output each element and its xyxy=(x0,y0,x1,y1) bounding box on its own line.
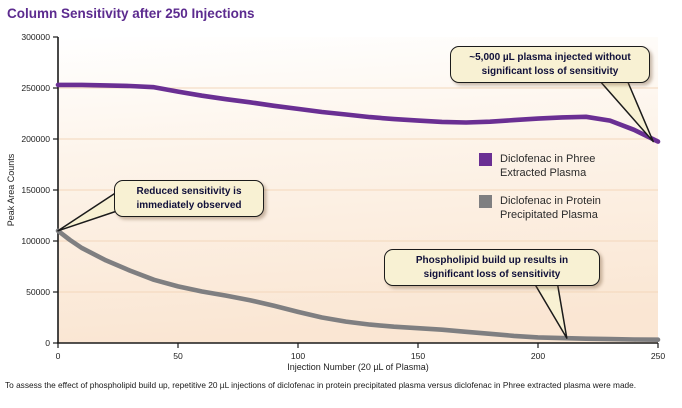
y-tick-label: 250000 xyxy=(21,83,50,93)
series-line-1 xyxy=(55,228,661,343)
axis-titles: Injection Number (20 µL of Plasma) Peak A… xyxy=(6,153,429,372)
y-tick-label: 300000 xyxy=(21,32,50,42)
axes xyxy=(53,36,659,348)
data-series xyxy=(55,82,661,343)
y-tick-label: 150000 xyxy=(21,185,50,195)
x-tick-label: 150 xyxy=(411,351,426,361)
legend-label-phree: Diclofenac in Phree Extracted Plasma xyxy=(500,153,596,180)
legend-item-phree: Diclofenac in Phree Extracted Plasma xyxy=(479,152,626,180)
x-tick-label: 50 xyxy=(173,351,183,361)
annotation-phospholipid-buildup: Phospholipid build up results in signifi… xyxy=(384,249,600,286)
chart-title: Column Sensitivity after 250 Injections xyxy=(7,6,255,21)
x-tick-label: 200 xyxy=(531,351,546,361)
annotation-no-sensitivity-loss: ~5,000 µL plasma injected without signif… xyxy=(450,46,650,83)
x-tick-label: 0 xyxy=(56,351,61,361)
footnote: To assess the effect of phospholipid bui… xyxy=(5,380,637,390)
y-tick-label: 0 xyxy=(45,338,50,348)
legend-swatch-phree-icon xyxy=(479,153,492,166)
annotation-reduced-sensitivity: Reduced sensitivity is immediately obser… xyxy=(114,180,264,217)
series-line-0 xyxy=(55,82,661,144)
x-tick-label: 100 xyxy=(291,351,306,361)
legend: Diclofenac in Phree Extracted Plasma Dic… xyxy=(479,152,626,222)
y-tick-label: 100000 xyxy=(21,236,50,246)
x-tick-label: 250 xyxy=(651,351,666,361)
legend-label-protein: Diclofenac in Protein Precipitated Plasm… xyxy=(500,195,601,222)
legend-swatch-protein-icon xyxy=(479,195,492,209)
legend-item-protein: Diclofenac in Protein Precipitated Plasm… xyxy=(479,194,626,222)
x-axis-title: Injection Number (20 µL of Plasma) xyxy=(287,362,428,372)
y-axis-title: Peak Area Counts xyxy=(6,153,16,226)
tick-labels: 0 50000 100000 150000 200000 250000 300000 0 50 1… xyxy=(21,32,665,361)
y-tick-label: 200000 xyxy=(21,134,50,144)
y-tick-label: 50000 xyxy=(26,287,50,297)
